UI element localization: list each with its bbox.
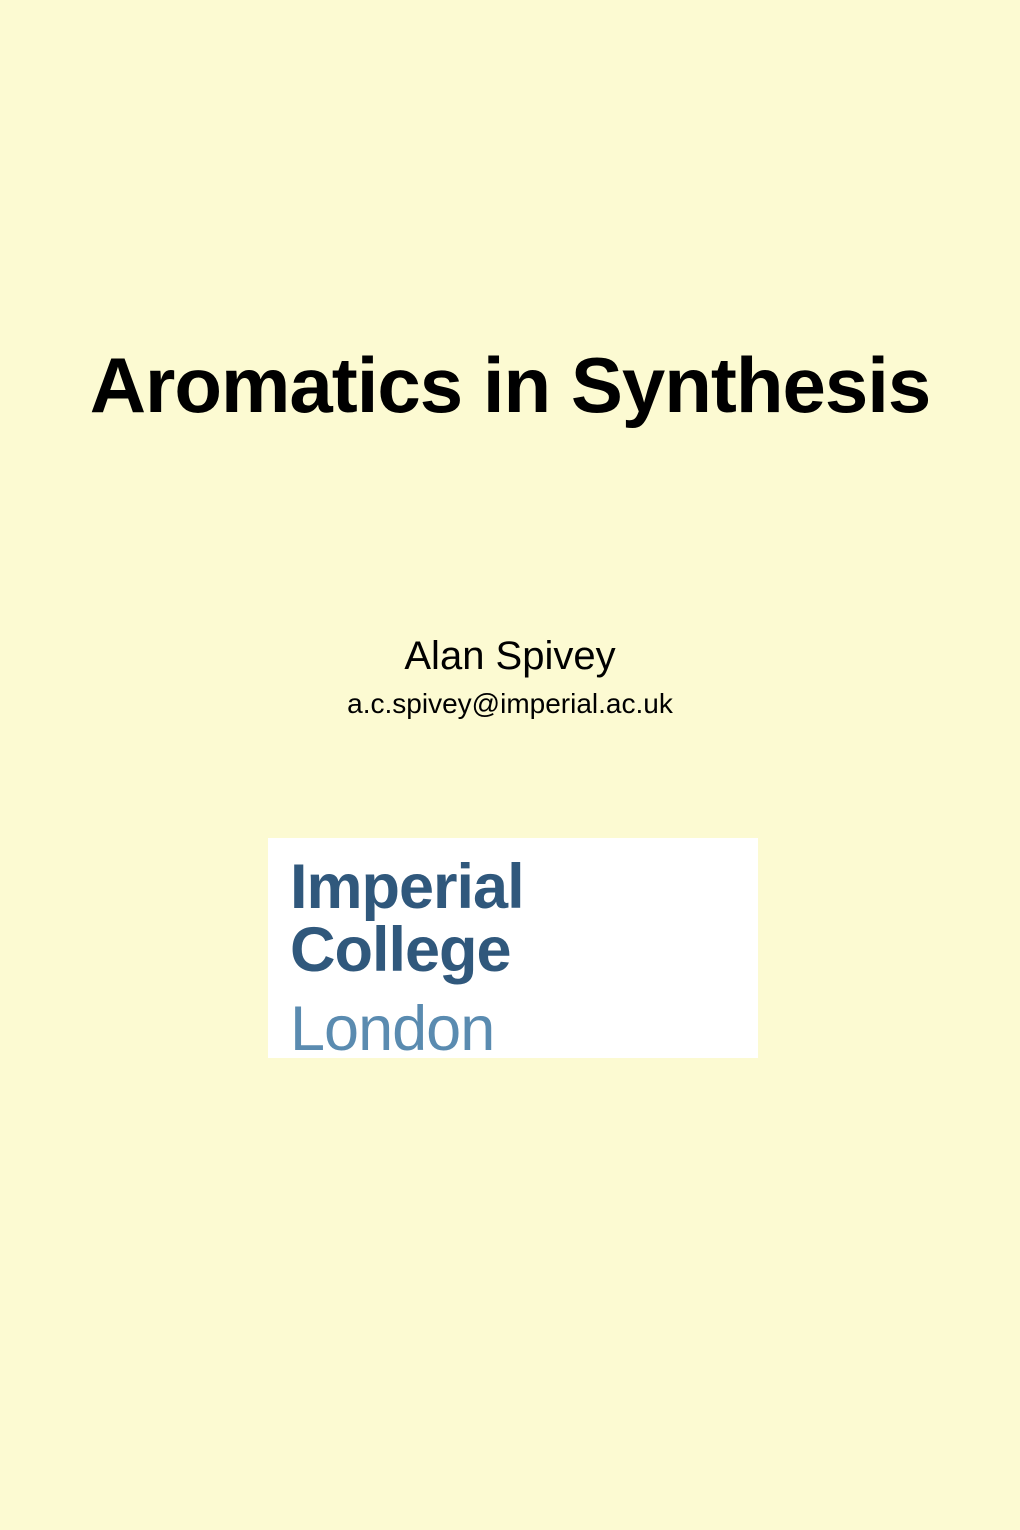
- slide-title: Aromatics in Synthesis: [0, 340, 1020, 431]
- presentation-slide: Aromatics in Synthesis Alan Spivey a.c.s…: [0, 0, 1020, 1530]
- logo-line-2: London: [290, 982, 736, 1077]
- logo-line-1: Imperial College: [290, 856, 736, 982]
- institution-logo: Imperial College London: [268, 838, 758, 1058]
- author-name: Alan Spivey: [0, 634, 1020, 679]
- author-email: a.c.spivey@imperial.ac.uk: [0, 688, 1020, 720]
